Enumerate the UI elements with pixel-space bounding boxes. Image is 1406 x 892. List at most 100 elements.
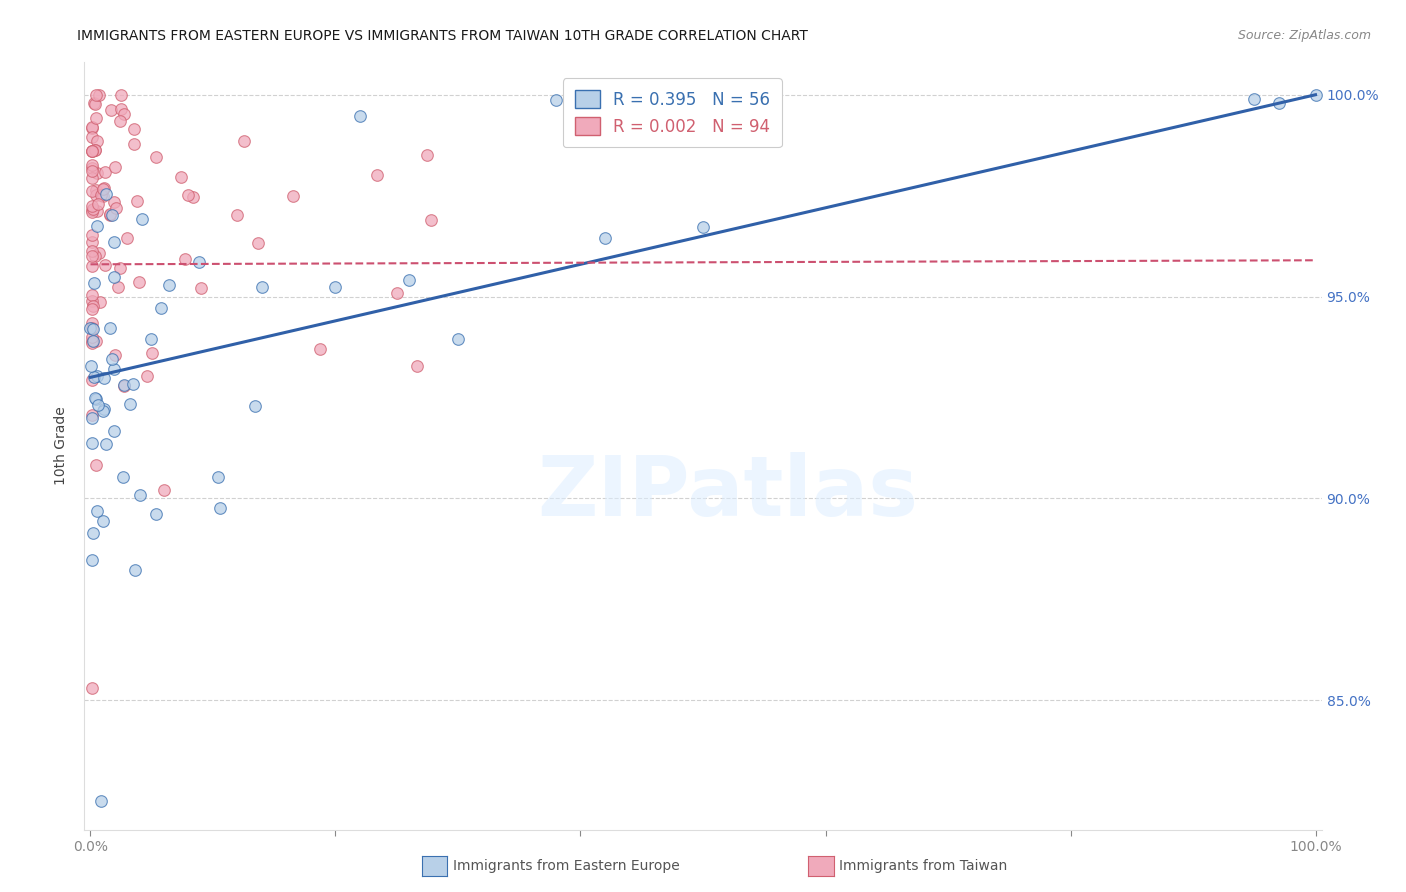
Point xyxy=(80,235,103,249)
Point xyxy=(112,107,135,121)
Point xyxy=(157,277,180,292)
Point xyxy=(83,143,105,157)
Point xyxy=(83,95,105,110)
Point xyxy=(93,401,115,416)
Point xyxy=(82,299,104,313)
Point xyxy=(86,219,108,233)
Point xyxy=(141,346,163,360)
Point xyxy=(416,147,439,161)
Point xyxy=(80,205,103,219)
Point xyxy=(145,150,167,164)
Point xyxy=(111,470,134,484)
Point xyxy=(84,144,107,158)
Point xyxy=(86,166,108,180)
Y-axis label: 10th Grade: 10th Grade xyxy=(55,407,69,485)
Point xyxy=(181,189,204,203)
Point xyxy=(80,130,103,145)
Point xyxy=(80,202,103,217)
Point xyxy=(112,379,135,393)
Text: IMMIGRANTS FROM EASTERN EUROPE VS IMMIGRANTS FROM TAIWAN 10TH GRADE CORRELATION : IMMIGRANTS FROM EASTERN EUROPE VS IMMIGR… xyxy=(77,29,808,43)
Point xyxy=(80,164,103,178)
Point xyxy=(80,302,103,317)
Point xyxy=(80,158,103,172)
Point xyxy=(86,398,108,412)
Point xyxy=(122,122,145,136)
Text: Source: ZipAtlas.com: Source: ZipAtlas.com xyxy=(1237,29,1371,42)
Point xyxy=(190,281,212,295)
Point xyxy=(80,436,103,450)
Text: Immigrants from Taiwan: Immigrants from Taiwan xyxy=(839,859,1008,873)
Point xyxy=(91,181,114,195)
Point xyxy=(84,458,107,473)
Point xyxy=(128,488,150,502)
Point xyxy=(83,249,105,263)
Point xyxy=(98,208,121,222)
Point xyxy=(80,335,103,350)
Point xyxy=(107,279,129,293)
Point xyxy=(83,369,105,384)
Point xyxy=(80,249,103,263)
Point xyxy=(366,168,388,182)
Point xyxy=(1268,95,1291,110)
Point xyxy=(233,134,256,148)
Point xyxy=(105,201,128,215)
Point xyxy=(93,181,115,195)
Point xyxy=(209,500,232,515)
Point xyxy=(110,113,132,128)
Point xyxy=(86,504,108,518)
Point xyxy=(80,144,103,158)
Point xyxy=(82,373,104,387)
Point xyxy=(80,144,103,158)
Point xyxy=(103,269,125,284)
Point xyxy=(80,411,103,425)
Point xyxy=(80,408,103,422)
Point xyxy=(84,183,107,197)
Point xyxy=(80,170,103,185)
Point xyxy=(84,111,107,125)
Point xyxy=(84,96,107,111)
Point xyxy=(96,437,118,451)
Point xyxy=(122,376,145,391)
Point xyxy=(82,525,104,540)
Point xyxy=(174,252,197,266)
Point xyxy=(136,369,159,384)
Point xyxy=(349,109,371,123)
Point xyxy=(82,334,104,348)
Point xyxy=(398,273,420,287)
Point xyxy=(93,165,115,179)
Point xyxy=(110,102,132,116)
Point xyxy=(420,213,443,227)
Point xyxy=(84,187,107,202)
Point xyxy=(103,362,125,376)
Point xyxy=(131,211,153,226)
Point xyxy=(80,161,103,175)
Point xyxy=(110,87,132,102)
Point xyxy=(83,277,105,291)
Point xyxy=(87,245,110,260)
Point xyxy=(84,334,107,348)
Point xyxy=(94,258,117,272)
Point xyxy=(82,322,104,336)
Text: Immigrants from Eastern Europe: Immigrants from Eastern Europe xyxy=(453,859,679,873)
Point xyxy=(177,188,200,202)
Point xyxy=(86,204,108,219)
Point xyxy=(406,359,429,374)
Point xyxy=(82,202,104,216)
Point xyxy=(91,514,114,528)
Point xyxy=(100,103,122,118)
Point xyxy=(80,287,103,301)
Point xyxy=(325,280,347,294)
Point xyxy=(93,371,115,385)
Point xyxy=(80,330,103,344)
Point xyxy=(447,332,470,346)
Point xyxy=(1243,92,1265,106)
Point xyxy=(86,87,108,102)
Point xyxy=(593,230,616,244)
Point xyxy=(188,255,211,269)
Point xyxy=(80,244,103,259)
Point xyxy=(247,236,270,251)
Point xyxy=(98,207,121,221)
Point xyxy=(94,186,117,201)
Point xyxy=(226,208,249,222)
Point xyxy=(104,161,127,175)
